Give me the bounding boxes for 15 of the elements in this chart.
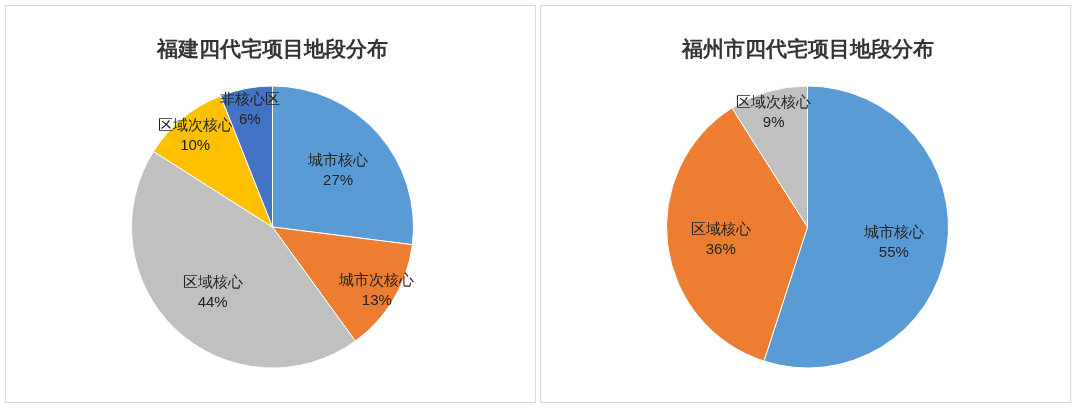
data-label: 55% <box>878 242 909 260</box>
slice-label: 区域次核心 <box>157 115 233 133</box>
slice-label: 城市核心 <box>862 222 924 240</box>
slice-label: 区域核心 <box>690 219 751 237</box>
chart-title: 福建四代宅项目地段分布 <box>156 37 388 60</box>
data-label: 27% <box>323 171 354 189</box>
data-label: 9% <box>762 112 785 130</box>
data-label: 13% <box>361 290 392 308</box>
data-label: 6% <box>238 109 261 127</box>
data-label: 10% <box>180 135 211 153</box>
data-label: 36% <box>705 239 736 257</box>
slice-label: 城市核心 <box>307 151 369 169</box>
chart-title: 福州市四代宅项目地段分布 <box>680 37 934 60</box>
slice-label: 区域核心 <box>182 272 243 290</box>
data-label: 44% <box>197 292 228 310</box>
